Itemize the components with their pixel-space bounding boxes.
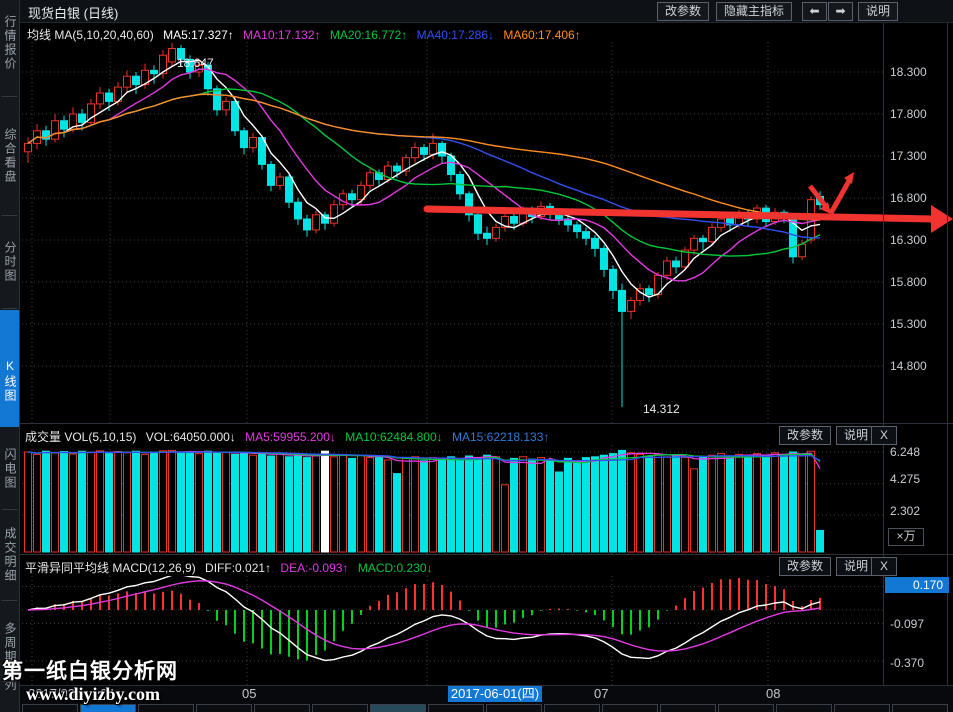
ma60-value: MA60:17.406↑ xyxy=(503,28,581,42)
sidebar-divider xyxy=(2,600,17,601)
price-axis-label: 16.300 xyxy=(890,233,927,247)
period-cell[interactable] xyxy=(80,704,136,712)
vol-help-button[interactable]: 说明 xyxy=(836,426,877,445)
period-cell[interactable] xyxy=(428,704,484,712)
change-params-button[interactable]: 改参数 xyxy=(657,2,710,21)
price-axis-label: 18.300 xyxy=(890,65,927,79)
period-cell[interactable] xyxy=(254,704,310,712)
sidebar-item-quotes[interactable]: 行情报价 xyxy=(3,15,17,71)
vol-ma5-value: MA5:59955.200↓ xyxy=(245,430,336,444)
price-axis-label: 16.800 xyxy=(890,191,927,205)
period-cell[interactable] xyxy=(196,704,252,712)
period-cell[interactable] xyxy=(892,704,948,712)
sidebar-divider xyxy=(2,681,17,682)
sidebar-divider xyxy=(2,308,17,309)
trough-price-label: 14.312 xyxy=(643,402,680,416)
price-axis-label: 15.300 xyxy=(890,317,927,331)
vol-ma15-value: MA15:62218.133↑ xyxy=(451,430,550,444)
sidebar-divider xyxy=(2,509,17,510)
time-label: 05 xyxy=(242,686,257,701)
prev-arrow-button[interactable]: ⬅ xyxy=(802,2,827,21)
time-label: 2017/03 xyxy=(28,686,75,701)
macd-close-button[interactable]: X xyxy=(871,557,897,576)
ma20-value: MA20:16.772↑ xyxy=(329,28,408,42)
sidebar-item-multi-period[interactable]: 多周期同列 xyxy=(3,622,17,692)
sidebar-item-flash[interactable]: 闪电图 xyxy=(3,448,17,490)
macd-indicator-row: 平滑异同平均线 MACD(12,26,9) DIFF:0.021↑ DEA:-0… xyxy=(25,559,439,576)
sidebar-divider xyxy=(2,215,17,216)
axis-divider xyxy=(883,22,884,703)
selected-date-badge: 2017-06-01(四) xyxy=(448,685,542,702)
pane-divider xyxy=(19,554,953,555)
watermark-site-name: 第一纸白银分析网 xyxy=(2,660,178,683)
pane-divider xyxy=(19,685,953,686)
macd-axis-label: -0.097 xyxy=(890,617,925,631)
price-axis-label: 17.300 xyxy=(890,149,927,163)
macd-label: 平滑异同平均线 MACD(12,26,9) xyxy=(25,561,196,575)
sidebar-item-kline[interactable]: K线图 xyxy=(0,310,19,427)
period-cell[interactable] xyxy=(486,704,542,712)
period-cell[interactable] xyxy=(834,704,890,712)
vol-close-button[interactable]: X xyxy=(871,426,897,445)
time-label: 07 xyxy=(594,686,609,701)
vol-ma10-value: MA10:62484.800↓ xyxy=(345,430,443,444)
title-bar: 现货白银 (日线) 改参数 隐藏主指标 ⬅ ➡ 说明 xyxy=(20,0,953,23)
sidebar: 行情报价 综合看盘 分时图 K线图 闪电图 成交明细 多周期同列 xyxy=(0,0,20,712)
ma10-value: MA10:17.132↑ xyxy=(243,28,321,42)
sidebar-item-overview[interactable]: 综合看盘 xyxy=(3,128,17,184)
ma5-value: MA5:17.327↑ xyxy=(163,28,234,42)
macd-change-params-button[interactable]: 改参数 xyxy=(779,557,832,576)
vol-label: 成交量 VOL(5,10,15) xyxy=(25,430,137,444)
peak-price-label: 18.647 xyxy=(177,56,214,70)
ma40-value: MA40:17.286↓ xyxy=(416,28,494,42)
volume-unit-badge: ×万 xyxy=(888,528,924,546)
price-axis-label: 17.800 xyxy=(890,107,927,121)
period-strip[interactable] xyxy=(20,703,953,712)
period-cell[interactable] xyxy=(22,704,78,712)
right-border xyxy=(947,22,948,703)
next-arrow-button[interactable]: ➡ xyxy=(828,2,853,21)
sidebar-item-intraday[interactable]: 分时图 xyxy=(3,241,17,283)
period-cell[interactable] xyxy=(312,704,368,712)
period-cell[interactable] xyxy=(718,704,774,712)
pane-divider xyxy=(19,423,953,424)
period-cell[interactable] xyxy=(138,704,194,712)
period-cell[interactable] xyxy=(544,704,600,712)
macd-value: MACD:0.230↓ xyxy=(357,561,433,575)
time-label: 04 xyxy=(100,686,115,701)
volume-indicator-row: 成交量 VOL(5,10,15) VOL:64050.000↓ MA5:5995… xyxy=(25,428,555,445)
time-axis[interactable]: 2017/03 04 05 2017-06-01(四) 07 08 xyxy=(20,685,953,703)
macd-help-button[interactable]: 说明 xyxy=(836,557,877,576)
price-axis-label: 15.800 xyxy=(890,275,927,289)
sidebar-item-trade-detail[interactable]: 成交明细 xyxy=(3,527,17,583)
watermark-site-url: www.diyizby.com xyxy=(26,684,161,704)
ma-indicator-row: 均线 MA(5,10,20,40,60) MA5:17.327↑ MA10:17… xyxy=(27,26,587,43)
period-cell[interactable] xyxy=(776,704,832,712)
diff-value: DIFF:0.021↑ xyxy=(205,561,272,575)
period-cell[interactable] xyxy=(602,704,658,712)
help-button[interactable]: 说明 xyxy=(858,2,899,21)
hide-main-indicator-button[interactable]: 隐藏主指标 xyxy=(716,2,793,21)
macd-axis-label: -0.370 xyxy=(890,656,925,670)
sidebar-divider xyxy=(2,96,17,97)
vol-change-params-button[interactable]: 改参数 xyxy=(779,426,832,445)
period-cell[interactable] xyxy=(370,704,426,712)
volume-axis-label: 2.302 xyxy=(890,504,921,518)
macd-current-value-badge: 0.170 xyxy=(885,577,949,593)
vol-value: VOL:64050.000↓ xyxy=(145,430,236,444)
volume-axis-label: 6.248 xyxy=(890,445,921,459)
price-axis-label: 14.800 xyxy=(890,359,927,373)
instrument-title: 现货白银 (日线) xyxy=(28,6,119,21)
volume-axis-label: 4.275 xyxy=(890,472,921,486)
period-cell[interactable] xyxy=(660,704,716,712)
ma-label: 均线 MA(5,10,20,40,60) xyxy=(27,28,154,42)
time-label: 08 xyxy=(766,686,781,701)
dea-value: DEA:-0.093↑ xyxy=(280,561,349,575)
